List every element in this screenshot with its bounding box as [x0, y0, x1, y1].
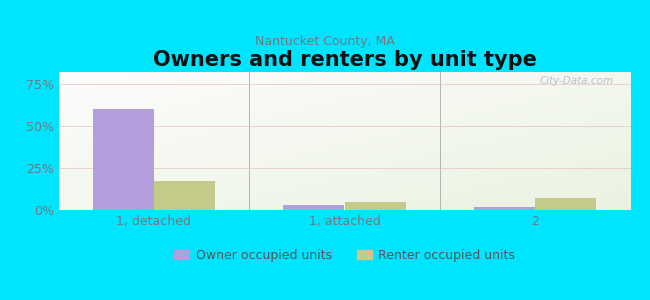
Text: Nantucket County, MA: Nantucket County, MA	[255, 34, 395, 47]
Bar	[283, 205, 344, 210]
Legend: Owner occupied units, Renter occupied units: Owner occupied units, Renter occupied un…	[169, 244, 520, 267]
Bar	[474, 207, 535, 210]
Bar	[154, 182, 215, 210]
Bar	[93, 109, 154, 210]
Bar	[535, 198, 596, 210]
Bar	[344, 202, 406, 210]
Title: Owners and renters by unit type: Owners and renters by unit type	[153, 50, 536, 70]
Text: City-Data.com: City-Data.com	[540, 76, 614, 86]
